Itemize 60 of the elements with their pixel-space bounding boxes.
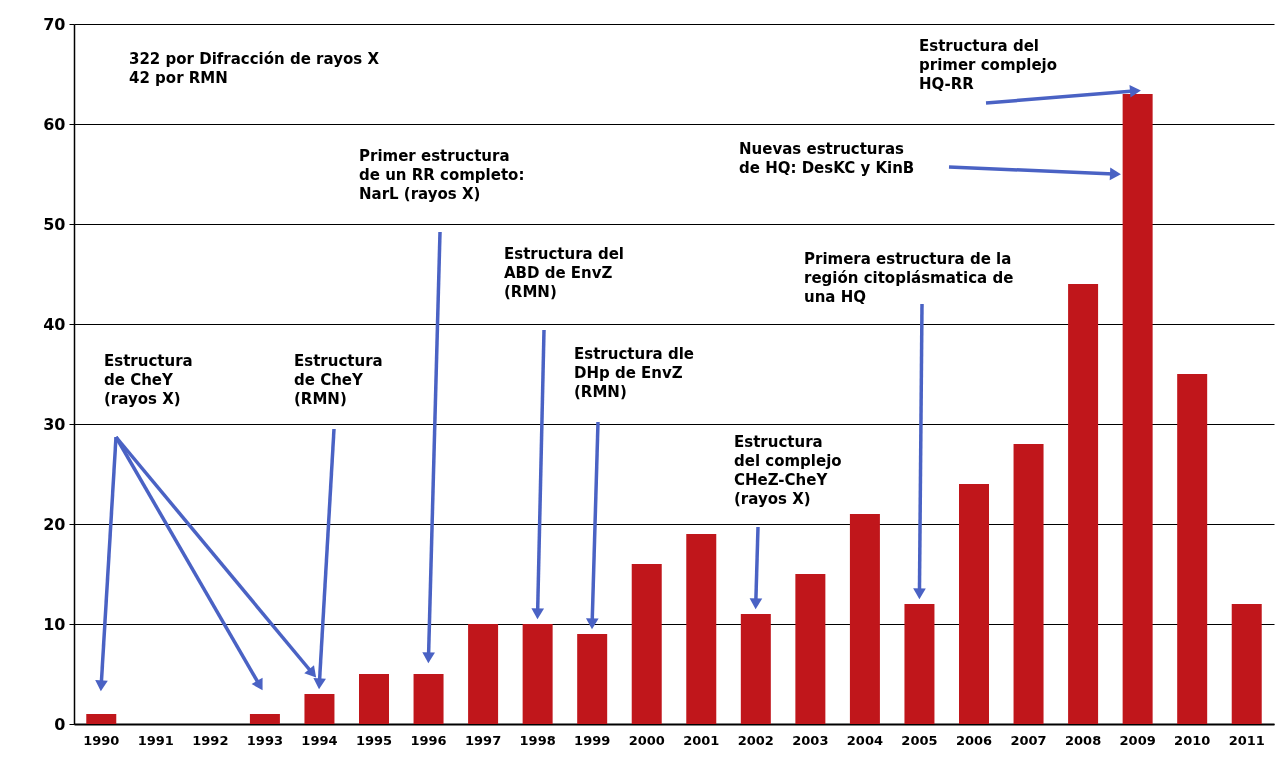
annotation: Estructura de CheY (rayos X) (104, 352, 193, 408)
bar (1231, 604, 1262, 724)
bar (304, 694, 335, 724)
bar (359, 674, 389, 724)
x-tick-label: 2011 (1228, 732, 1265, 748)
bar (904, 604, 935, 724)
x-tick-label: 1990 (83, 732, 120, 748)
x-tick-label: 1995 (355, 732, 393, 748)
bar (686, 534, 717, 724)
bar (468, 624, 499, 724)
x-tick-label: 1996 (410, 732, 447, 748)
y-tick-label: 10 (43, 614, 66, 634)
y-tick-label: 70 (43, 14, 66, 34)
x-tick-label: 2004 (846, 732, 883, 748)
bar (849, 514, 880, 724)
bar (1177, 374, 1208, 724)
annotation: Estructura del primer complejo HQ-RR (919, 37, 1058, 93)
annotation: Estructura dle DHp de EnvZ (RMN) (574, 345, 694, 401)
bar (959, 484, 989, 724)
y-tick-label: 20 (43, 514, 66, 534)
y-tick-label: 60 (43, 114, 66, 134)
x-tick-label: 2007 (1010, 732, 1047, 748)
x-tick-label: 2002 (737, 732, 774, 748)
x-tick-label: 2006 (955, 732, 993, 748)
x-tick-label: 2008 (1065, 732, 1102, 748)
bar (740, 614, 771, 724)
bar (522, 624, 553, 724)
x-tick-label: 2005 (901, 732, 938, 748)
x-tick-label: 2000 (628, 732, 665, 748)
annotation: Estructura del complejo CHeZ-CheY (rayos X) (734, 433, 842, 508)
bar (577, 634, 608, 724)
x-tick-label: 1992 (192, 732, 229, 748)
bar (795, 574, 826, 724)
annotation: Primera estructura de la región citoplásmatica de una HQ (804, 250, 1014, 306)
annotation: Estructura del ABD de EnvZ (RMN) (504, 245, 624, 301)
x-tick-label: 1999 (574, 732, 611, 748)
annotation: Primer estructura de un RR completo: NarL (rayos X) (359, 147, 525, 203)
x-tick-label: 1997 (465, 732, 502, 748)
x-tick-label: 1993 (246, 732, 283, 748)
bar (1013, 444, 1044, 724)
bar (413, 674, 444, 724)
x-tick-label: 1998 (519, 732, 556, 748)
bar (631, 564, 662, 724)
annotation: Estructura de CheY (RMN) (294, 352, 383, 408)
y-tick-label: 40 (43, 314, 66, 334)
bar (86, 714, 117, 724)
x-tick-label: 2009 (1119, 732, 1156, 748)
bar (1122, 94, 1153, 724)
y-tick-label: 0 (54, 714, 66, 734)
x-tick-label: 2003 (792, 732, 829, 748)
y-tick-label: 30 (43, 414, 66, 434)
x-tick-label: 1994 (301, 732, 338, 748)
y-tick-label: 50 (43, 214, 66, 234)
x-tick-label: 1991 (137, 732, 174, 748)
annotation: 322 por Difracción de rayos X 42 por RMN (129, 50, 380, 87)
annotation: Nuevas estructuras de HQ: DesKC y KinB (739, 140, 915, 177)
x-tick-label: 2001 (683, 732, 720, 748)
bar (1068, 284, 1099, 724)
bar (249, 714, 280, 724)
x-tick-label: 2010 (1174, 732, 1211, 748)
